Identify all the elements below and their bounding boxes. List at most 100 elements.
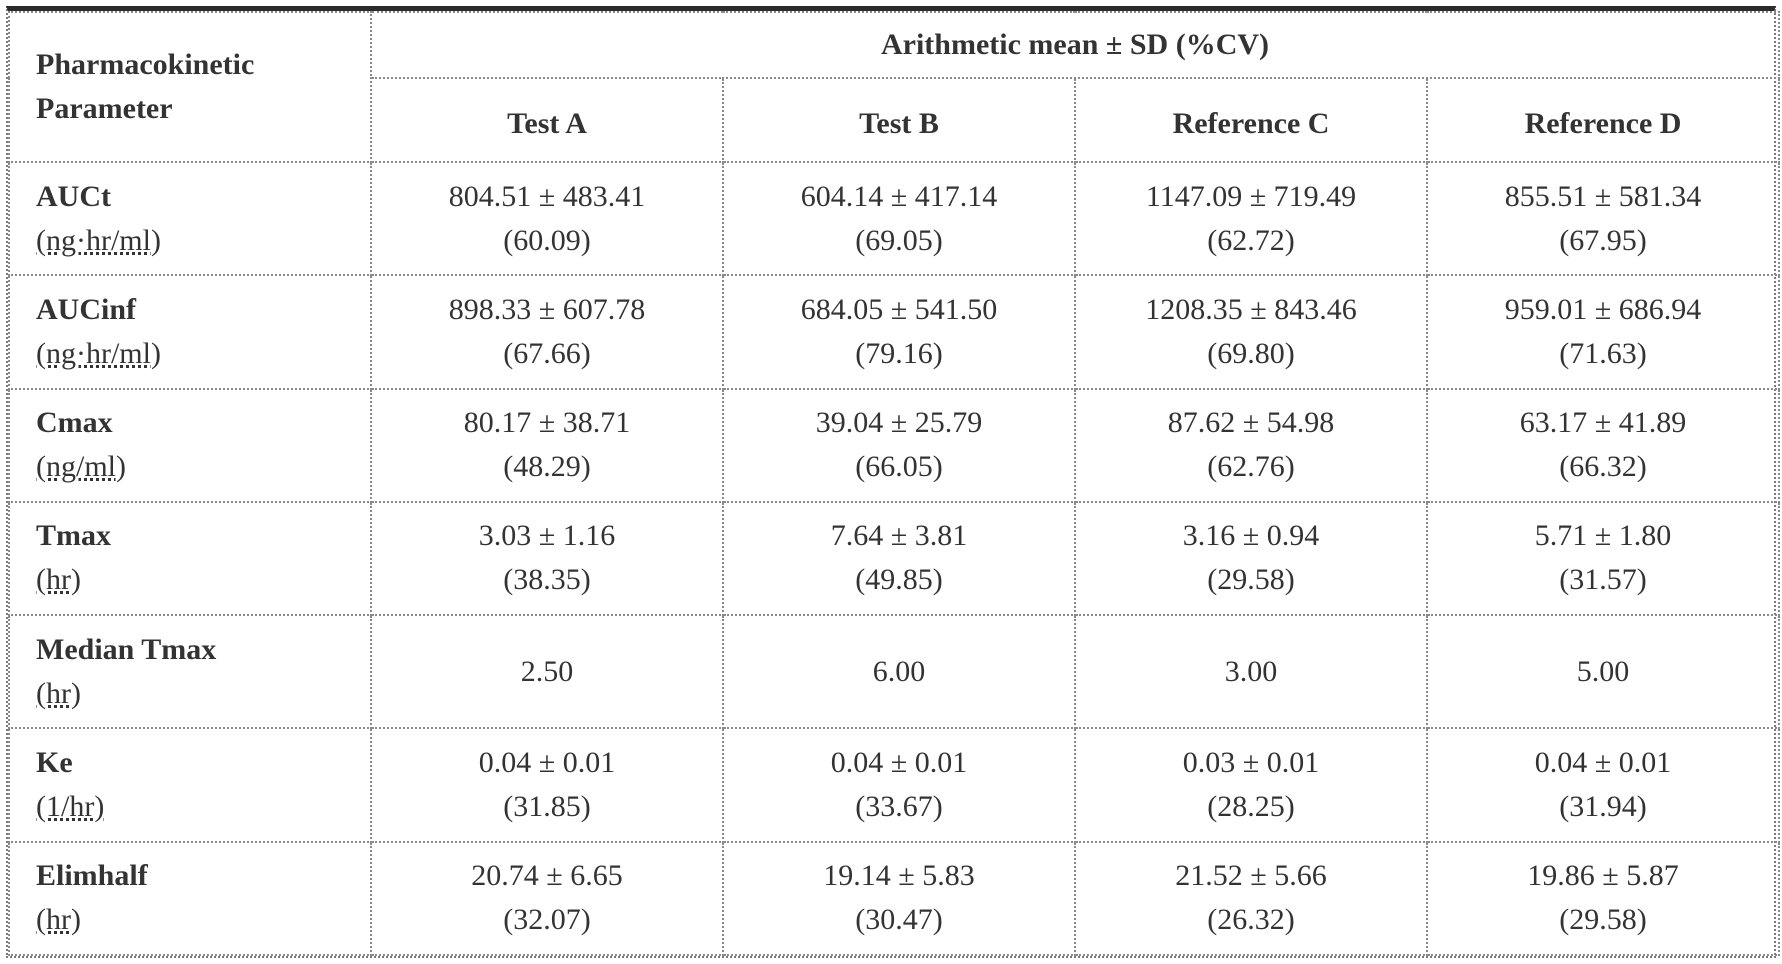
mean-sd-value: 804.51 ± 483.41 [448, 179, 646, 213]
cv-value: (29.58) [1207, 563, 1295, 597]
mean-sd-value: 684.05 ± 541.50 [800, 292, 998, 326]
column-header-reference-d: Reference D [1426, 77, 1780, 163]
parameter-name: Elimhalf [36, 859, 148, 893]
pk-parameter-table-container: Pharmacokinetic Parameter Arithmetic mea… [6, 6, 1780, 958]
value-cell: 6.00 [722, 614, 1076, 730]
cv-value: (31.94) [1559, 790, 1647, 824]
cv-value: (62.72) [1207, 223, 1295, 257]
value-cell: 2.50 [370, 614, 724, 730]
parameter-unit: (hr) [36, 903, 81, 937]
cv-value: (48.29) [503, 450, 591, 484]
column-header-test-b: Test B [722, 77, 1076, 163]
value-cell: 87.62 ± 54.98 (62.76) [1074, 387, 1428, 503]
cv-value: (28.25) [1207, 790, 1295, 824]
cv-value: (26.32) [1207, 903, 1295, 937]
mean-sd-value: 39.04 ± 25.79 [815, 406, 983, 440]
mean-sd-value: 898.33 ± 607.78 [448, 292, 646, 326]
value-cell: 5.71 ± 1.80 (31.57) [1426, 500, 1780, 617]
value-cell: 80.17 ± 38.71 (48.29) [370, 387, 724, 503]
value-cell: 7.64 ± 3.81 (49.85) [722, 500, 1076, 617]
group-column-header: Arithmetic mean ± SD (%CV) [370, 11, 1780, 79]
value-cell: 3.03 ± 1.16 (38.35) [370, 500, 724, 617]
mean-sd-value: 87.62 ± 54.98 [1167, 406, 1335, 440]
cv-value: (69.05) [855, 223, 943, 257]
parameter-unit: (ng·hr/ml) [36, 223, 161, 257]
column-header-test-a: Test A [370, 77, 724, 163]
parameter-cell: Elimhalf (hr) [8, 840, 372, 957]
parameter-cell: Tmax (hr) [8, 500, 372, 617]
parameter-name: Cmax [36, 406, 113, 440]
mean-sd-value: 3.16 ± 0.94 [1182, 519, 1320, 553]
value-cell: 804.51 ± 483.41 (60.09) [370, 160, 724, 277]
mean-sd-value: 1208.35 ± 843.46 [1145, 292, 1357, 326]
value-cell: 3.16 ± 0.94 (29.58) [1074, 500, 1428, 617]
mean-sd-value: 604.14 ± 417.14 [800, 179, 998, 213]
cv-value: (66.05) [855, 450, 943, 484]
cv-value: (32.07) [503, 903, 591, 937]
mean-sd-value: 0.04 ± 0.01 [830, 746, 968, 780]
mean-sd-value: 21.52 ± 5.66 [1175, 859, 1327, 893]
parameter-unit: (1/hr) [36, 790, 105, 824]
cv-value: (49.85) [855, 563, 943, 597]
cv-value: (69.80) [1207, 336, 1295, 370]
mean-sd-value: 2.50 [520, 654, 574, 688]
mean-sd-value: 0.03 ± 0.01 [1182, 746, 1320, 780]
value-cell: 39.04 ± 25.79 (66.05) [722, 387, 1076, 503]
value-cell: 3.00 [1074, 614, 1428, 730]
mean-sd-value: 63.17 ± 41.89 [1519, 406, 1687, 440]
parameter-name: AUCinf [36, 292, 137, 326]
mean-sd-value: 19.86 ± 5.87 [1527, 859, 1679, 893]
parameter-name: AUCt [36, 179, 111, 213]
mean-sd-value: 19.14 ± 5.83 [823, 859, 975, 893]
parameter-cell: Cmax (ng/ml) [8, 387, 372, 503]
value-cell: 19.86 ± 5.87 (29.58) [1426, 840, 1780, 957]
cv-value: (31.85) [503, 790, 591, 824]
cv-value: (66.32) [1559, 450, 1647, 484]
value-cell: 19.14 ± 5.83 (30.47) [722, 840, 1076, 957]
value-cell: 1208.35 ± 843.46 (69.80) [1074, 274, 1428, 390]
value-cell: 684.05 ± 541.50 (79.16) [722, 274, 1076, 390]
table-row: Tmax (hr) 3.03 ± 1.16 (38.35) 7.64 ± 3.81 (49… [8, 500, 1780, 617]
table-row: Median Tmax (hr) 2.50 6.00 3.00 5.00 [8, 614, 1780, 730]
table-row: Elimhalf (hr) 20.74 ± 6.65 (32.07) 19.14 ± 5… [8, 840, 1780, 957]
cv-value: (33.67) [855, 790, 943, 824]
value-cell: 21.52 ± 5.66 (26.32) [1074, 840, 1428, 957]
pk-parameter-table: Pharmacokinetic Parameter Arithmetic mea… [8, 11, 1780, 957]
value-cell: 855.51 ± 581.34 (67.95) [1426, 160, 1780, 277]
parameter-header-line-1: Pharmacokinetic [36, 48, 255, 81]
value-cell: 5.00 [1426, 614, 1780, 730]
cv-value: (29.58) [1559, 903, 1647, 937]
table-row: AUCinf (ng·hr/ml) 898.33 ± 607.78 (67.66) 68… [8, 274, 1780, 390]
parameter-cell: Median Tmax (hr) [8, 614, 372, 730]
cv-value: (71.63) [1559, 336, 1647, 370]
parameter-cell: AUCinf (ng·hr/ml) [8, 274, 372, 390]
parameter-cell: Ke (1/hr) [8, 727, 372, 843]
mean-sd-value: 80.17 ± 38.71 [463, 406, 631, 440]
table-row: Ke (1/hr) 0.04 ± 0.01 (31.85) 0.04 ± 0.01 (33… [8, 727, 1780, 843]
value-cell: 0.04 ± 0.01 (31.94) [1426, 727, 1780, 843]
cv-value: (79.16) [855, 336, 943, 370]
cv-value: (31.57) [1559, 563, 1647, 597]
value-cell: 959.01 ± 686.94 (71.63) [1426, 274, 1780, 390]
mean-sd-value: 1147.09 ± 719.49 [1145, 179, 1357, 213]
value-cell: 0.04 ± 0.01 (33.67) [722, 727, 1076, 843]
cv-value: (62.76) [1207, 450, 1295, 484]
mean-sd-value: 5.71 ± 1.80 [1534, 519, 1672, 553]
value-cell: 0.04 ± 0.01 (31.85) [370, 727, 724, 843]
value-cell: 63.17 ± 41.89 (66.32) [1426, 387, 1780, 503]
value-cell: 20.74 ± 6.65 (32.07) [370, 840, 724, 957]
cv-value: (67.95) [1559, 223, 1647, 257]
mean-sd-value: 855.51 ± 581.34 [1504, 179, 1702, 213]
parameter-cell: AUCt (ng·hr/ml) [8, 160, 372, 277]
value-cell: 1147.09 ± 719.49 (62.72) [1074, 160, 1428, 277]
mean-sd-value: 3.00 [1224, 654, 1278, 688]
mean-sd-value: 0.04 ± 0.01 [478, 746, 616, 780]
mean-sd-value: 5.00 [1576, 654, 1630, 688]
parameter-unit: (hr) [36, 563, 81, 597]
parameter-column-header: Pharmacokinetic Parameter [8, 11, 372, 163]
mean-sd-value: 6.00 [872, 654, 926, 688]
mean-sd-value: 7.64 ± 3.81 [830, 519, 968, 553]
parameter-name: Ke [36, 746, 73, 780]
cv-value: (67.66) [503, 336, 591, 370]
cv-value: (30.47) [855, 903, 943, 937]
